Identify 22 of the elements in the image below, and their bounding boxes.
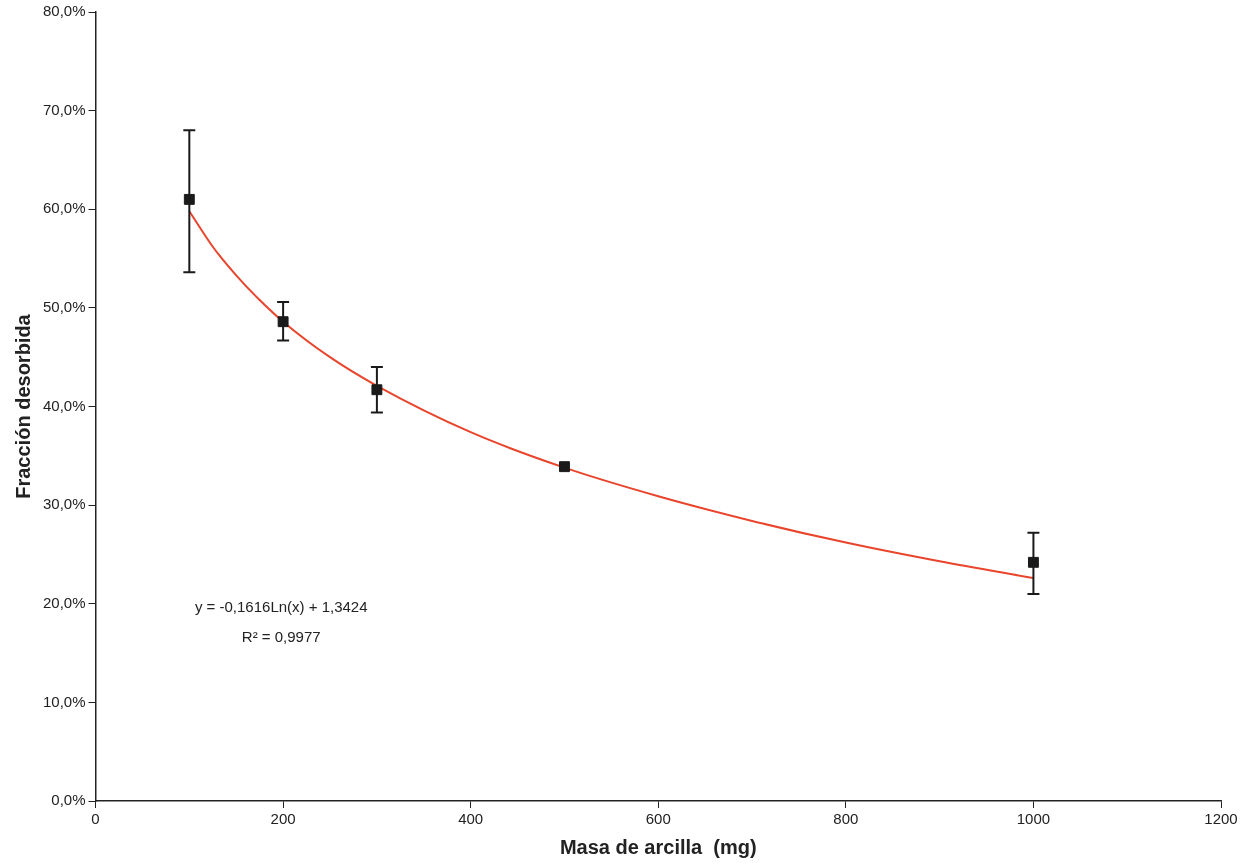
y-tick-label: 40,0% <box>42 396 86 414</box>
x-tick-label: 200 <box>270 810 296 828</box>
point <box>559 461 570 473</box>
x-tick-label: 800 <box>833 810 859 828</box>
y-tick-label: 80,0% <box>42 2 86 20</box>
y-axis-title: Fracción desorbida <box>11 313 34 499</box>
y-tick-label: 50,0% <box>42 298 86 316</box>
x-tick-label: 1000 <box>1016 810 1051 828</box>
x-tick-label: 1200 <box>1204 810 1238 828</box>
y-tick-label: 0,0% <box>51 791 86 809</box>
line-series <box>188 210 1035 580</box>
annotation: R² = 0,9977 <box>241 627 321 645</box>
annotation: y = -0,1616Ln(x) + 1,3424 <box>194 597 368 615</box>
x-axis-title: Masa de arcilla (mg) <box>559 835 757 858</box>
y-tick-label: 10,0% <box>42 692 86 710</box>
x-tick-label: 400 <box>458 810 484 828</box>
y-tick-label: 30,0% <box>42 495 86 513</box>
x-tick-label: 0 <box>91 810 100 828</box>
y-tick-label: 60,0% <box>42 199 86 217</box>
y-tick-label: 70,0% <box>42 100 86 118</box>
x-tick-label: 600 <box>645 810 671 828</box>
y-tick-label: 20,0% <box>42 593 86 611</box>
